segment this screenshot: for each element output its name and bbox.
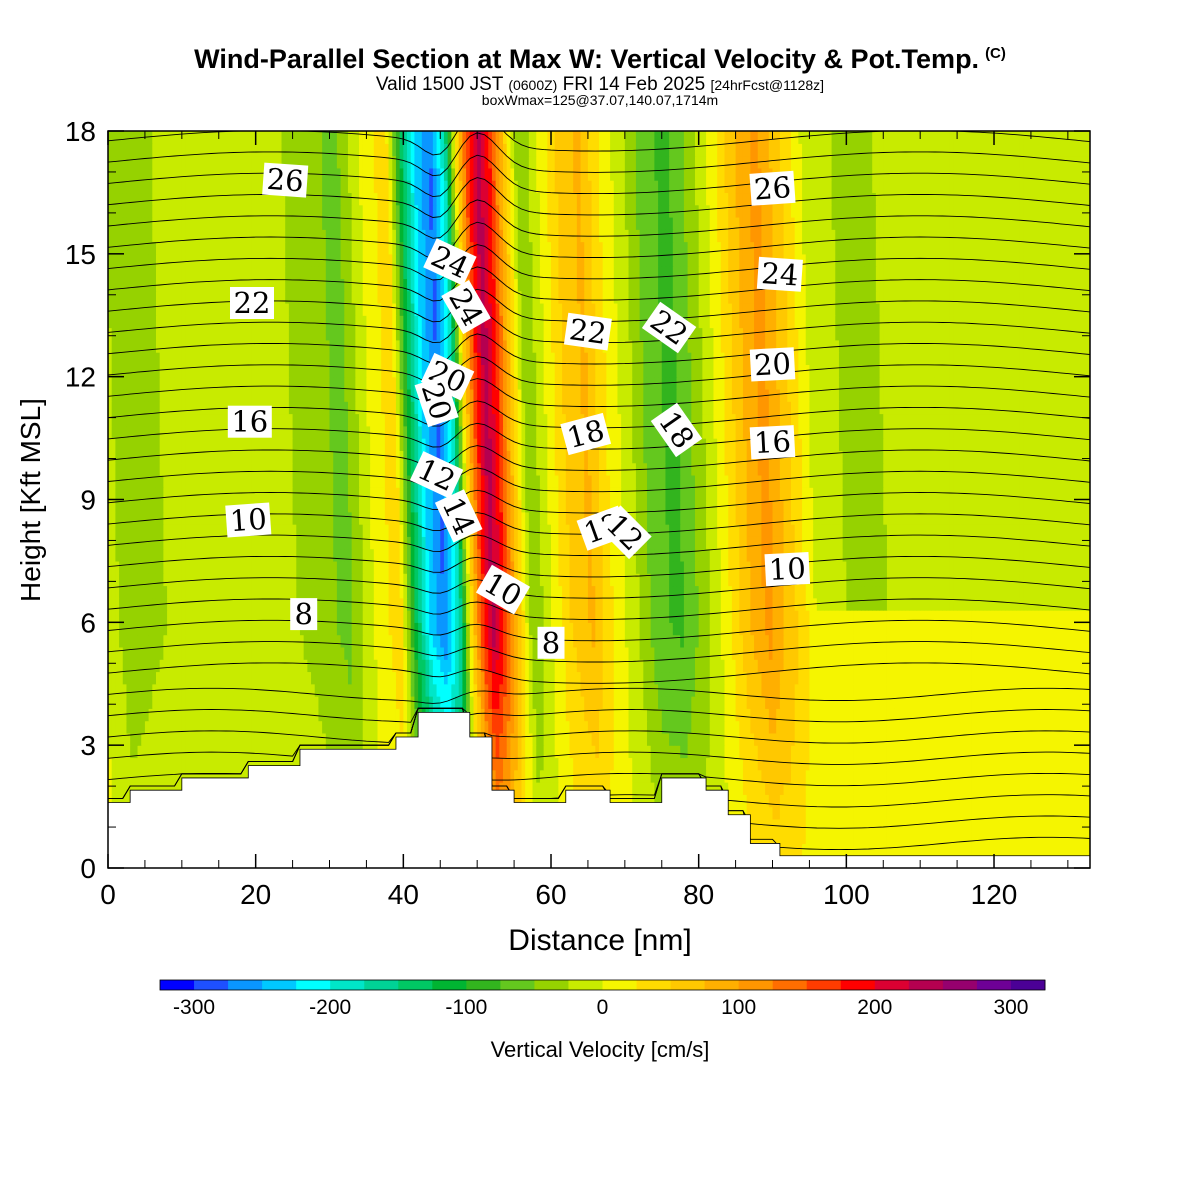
y-tick-label: 12 (65, 362, 96, 393)
forecast-info: [24hrFcst@1128z] (710, 77, 825, 93)
contour-label: 24 (756, 256, 803, 293)
colorbar-label: Vertical Velocity [cm/s] (491, 1037, 710, 1062)
y-tick-label: 6 (80, 607, 96, 638)
colorbar-swatch (432, 980, 467, 990)
y-tick-label: 3 (80, 730, 96, 761)
colorbar-swatch (976, 980, 1012, 990)
contour-label: 20 (749, 346, 796, 382)
colorbar-swatch (398, 980, 433, 990)
colorbar-tick-label: 100 (721, 996, 756, 1019)
contour-label: 10 (764, 551, 811, 587)
contour-label-text: 20 (753, 346, 792, 382)
copyright-mark: (C) (985, 45, 1006, 62)
colorbar-tick-label: -200 (309, 996, 351, 1019)
contour-label-text: 26 (266, 162, 305, 198)
chart-title-text: Wind-Parallel Section at Max W: Vertical… (194, 44, 980, 74)
chart-subtitle: Valid 1500 JST (0600Z) FRI 14 Feb 2025 [… (0, 74, 1200, 96)
colorbar-swatch (840, 980, 876, 990)
contour-label: 10 (225, 502, 272, 538)
contour-label: 16 (227, 405, 272, 439)
x-tick-label: 60 (535, 879, 566, 910)
box-info: boxWmax=125@37.07,140.07,1714m (481, 92, 719, 108)
colorbar-swatch (738, 980, 774, 990)
y-tick-label: 9 (80, 485, 96, 516)
x-tick-label: 20 (240, 879, 271, 910)
valid-utc: (0600Z) (508, 77, 558, 93)
contour-label: 26 (262, 162, 309, 198)
potential-temperature-contours (108, 131, 1090, 851)
contour-label-text: 26 (753, 170, 792, 206)
contour-label: 22 (230, 286, 274, 320)
contour-label-text: 10 (768, 551, 807, 587)
colorbar-tick-label: -300 (173, 996, 215, 1019)
terrain (108, 712, 1090, 868)
contour-label-text: 16 (753, 424, 792, 460)
valid-time: Valid 1500 JST (375, 74, 504, 95)
y-axis-label: Height [Kft MSL] (15, 398, 46, 602)
colorbar-tick-label: 0 (597, 996, 609, 1019)
contour-label: 26 (749, 170, 796, 207)
contour-label: 16 (749, 424, 796, 460)
chart-title: Wind-Parallel Section at Max W: Vertical… (0, 44, 1200, 75)
colorbar-swatch (874, 980, 910, 990)
contour-label: 22 (563, 312, 612, 351)
colorbar-swatch (704, 980, 740, 990)
colorbar-swatch (772, 980, 808, 990)
x-tick-label: 0 (100, 879, 116, 910)
contour-label-text: 24 (760, 256, 799, 292)
contour-label-text: 8 (294, 597, 312, 631)
colorbar-swatch (194, 980, 229, 990)
colorbar-swatch (262, 980, 297, 990)
contour-label-text: 10 (229, 502, 268, 538)
colorbar-swatch (1010, 980, 1046, 990)
colorbar-swatch (636, 980, 672, 990)
y-tick-label: 15 (65, 239, 96, 270)
colorbar-swatch (466, 980, 501, 990)
colorbar-swatch (500, 980, 535, 990)
colorbar-swatch (942, 980, 978, 990)
x-tick-label: 40 (388, 879, 419, 910)
x-tick-label: 120 (971, 879, 1018, 910)
contour-label: 8 (290, 597, 318, 631)
x-tick-label: 80 (683, 879, 714, 910)
y-tick-label: 18 (65, 116, 96, 147)
colorbar-swatch (228, 980, 263, 990)
colorbar-swatch (534, 980, 569, 990)
contour-label-text: 22 (567, 312, 608, 351)
x-tick-label: 100 (823, 879, 870, 910)
contour-label: 8 (537, 626, 565, 660)
axes: 0 20 40 60 80 100 120 0 3 6 9 12 15 18 (65, 116, 1090, 910)
colorbar-swatch (806, 980, 842, 990)
y-tick-label: 0 (80, 853, 96, 884)
colorbar-swatch (330, 980, 365, 990)
contour-label: 20 (414, 375, 459, 428)
colorbar-swatch (670, 980, 706, 990)
contour-labels: 2624222016141210824201410221812822181226… (225, 162, 811, 660)
colorbar-tick-label: -100 (445, 996, 487, 1019)
colorbar-swatch (568, 980, 603, 990)
valid-date: FRI 14 Feb 2025 (562, 74, 706, 95)
colorbar-tick-label: 200 (857, 996, 892, 1019)
colorbar-swatch (160, 980, 195, 990)
colorbar: -300 -200 -100 0 100 200 300 (159, 979, 1046, 1019)
colorbar-tick-label: 300 (993, 996, 1028, 1019)
contour-label-text: 22 (234, 286, 271, 320)
contour-label: 18 (560, 413, 612, 455)
colorbar-swatch (296, 980, 331, 990)
colorbar-swatch (364, 980, 399, 990)
x-axis-label: Distance [nm] (508, 924, 691, 957)
contour-label-text: 8 (542, 626, 560, 660)
colorbar-swatch (602, 980, 638, 990)
colorbar-swatch (908, 980, 944, 990)
contour-label-text: 16 (231, 405, 268, 439)
